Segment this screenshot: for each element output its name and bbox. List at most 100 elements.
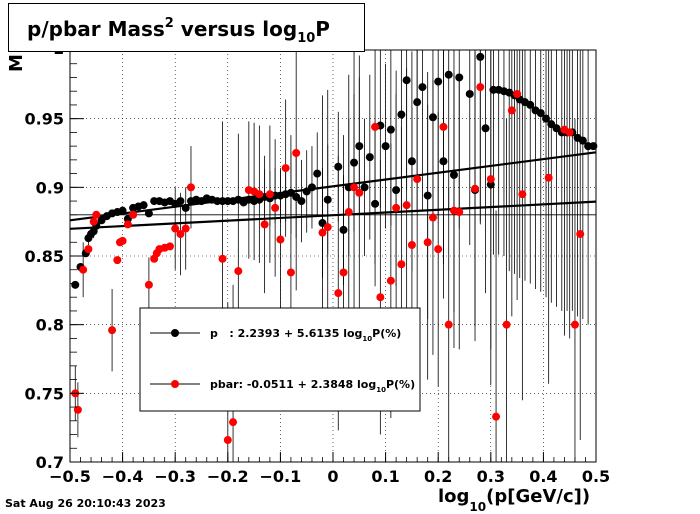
data-point-p <box>542 114 551 123</box>
xlabel-post: (p[GeV/c]) <box>486 486 591 507</box>
legend-p-marker <box>171 329 179 337</box>
data-point-p <box>350 158 359 167</box>
data-point-p <box>360 183 369 192</box>
data-point-p <box>413 98 422 107</box>
data-point-pbar <box>89 217 98 226</box>
data-point-p <box>371 199 380 208</box>
x-tick-label: 0.5 <box>582 467 610 486</box>
data-point-pbar <box>434 245 443 254</box>
data-point-pbar <box>129 210 138 219</box>
data-point-pbar <box>84 245 93 254</box>
data-point-pbar <box>502 320 511 329</box>
y-tick-label: 0.8 <box>36 316 64 335</box>
x-tick-label: −0.4 <box>102 467 144 486</box>
data-point-pbar <box>423 238 432 247</box>
data-point-p <box>402 76 411 85</box>
data-point-pbar <box>402 201 411 210</box>
data-point-pbar <box>118 236 127 245</box>
legend-p-sub: 10 <box>362 335 372 343</box>
data-point-p <box>297 197 306 206</box>
data-point-p <box>536 109 545 118</box>
data-point-pbar <box>229 418 238 427</box>
data-point-pbar <box>181 224 190 233</box>
data-point-pbar <box>281 164 290 173</box>
legend-pbar-sub: 10 <box>376 386 386 394</box>
data-point-pbar <box>92 210 101 219</box>
chart-title: p/pbar Mass2 versus log10P <box>27 16 330 46</box>
legend-pbar-post: P(%) <box>386 378 415 391</box>
data-point-pbar <box>471 184 480 193</box>
x-axis-label: log10(p[GeV/c]) <box>438 486 590 514</box>
data-point-pbar <box>371 122 380 131</box>
title-mid: versus log <box>173 17 298 41</box>
data-point-pbar <box>507 106 516 115</box>
data-point-pbar <box>476 83 485 92</box>
data-point-pbar <box>350 183 359 192</box>
x-tick-label: 0.2 <box>424 467 452 486</box>
fit-lines <box>69 151 597 230</box>
legend-pbar-marker <box>171 380 179 388</box>
data-point-p <box>434 77 443 86</box>
x-tick-label: 0.4 <box>529 467 557 486</box>
y-tick-label: 0.75 <box>25 384 64 403</box>
data-point-pbar <box>73 405 82 414</box>
data-point-p <box>465 89 474 98</box>
data-point-pbar <box>492 412 501 421</box>
data-point-p <box>439 157 448 166</box>
data-point-p <box>407 157 416 166</box>
data-point-pbar <box>318 228 327 237</box>
title-main: p/pbar Mass <box>27 17 165 41</box>
data-point-pbar <box>570 320 579 329</box>
data-point-p <box>355 142 364 151</box>
data-point-p <box>365 153 374 162</box>
legend-box <box>139 307 421 412</box>
title-sup: 2 <box>164 16 174 31</box>
data-point-p <box>392 186 401 195</box>
data-point-pbar <box>344 208 353 217</box>
legend-p-pre: p : 2.2393 + 5.6135 log <box>210 327 362 340</box>
data-point-p <box>313 169 322 178</box>
y-tick-label: 0.9 <box>36 178 64 197</box>
data-point-pbar <box>397 260 406 269</box>
data-point-pbar <box>144 280 153 289</box>
fit-line-p <box>69 151 597 222</box>
data-point-pbar <box>286 268 295 277</box>
x-tick-label: 0.3 <box>477 467 505 486</box>
data-point-pbar <box>576 230 585 239</box>
data-point-pbar <box>234 267 243 276</box>
legend-p-text: p : 2.2393 + 5.6135 log10P(%) <box>210 327 401 343</box>
fit-line-pbar <box>69 200 597 230</box>
data-point-p <box>181 203 190 212</box>
data-point-p <box>449 170 458 179</box>
data-point-pbar <box>186 183 195 192</box>
x-tick-label: −0.3 <box>154 467 196 486</box>
data-point-pbar <box>165 242 174 251</box>
x-tick-label: 0 <box>327 467 338 486</box>
data-point-p <box>381 142 390 151</box>
data-point-pbar <box>565 128 574 137</box>
legend-p-post: P(%) <box>372 327 401 340</box>
data-point-p <box>118 206 127 215</box>
data-point-pbar <box>376 293 385 302</box>
data-point-p <box>423 191 432 200</box>
data-point-p <box>176 197 185 206</box>
data-point-pbar <box>79 265 88 274</box>
x-tick-label: −0.5 <box>49 467 91 486</box>
xlabel-pre: log <box>438 486 470 507</box>
data-point-pbar <box>513 89 522 98</box>
data-point-p <box>476 52 485 61</box>
data-point-p <box>71 280 80 289</box>
y-tick-label: 0.85 <box>25 247 64 266</box>
data-point-p <box>334 162 343 171</box>
data-point-pbar <box>323 223 332 232</box>
data-point-pbar <box>223 436 232 445</box>
title-sub: 10 <box>297 31 316 46</box>
data-point-pbar <box>444 320 453 329</box>
data-point-p <box>486 180 495 189</box>
data-point-pbar <box>413 175 422 184</box>
title-end: P <box>315 17 330 41</box>
data-point-pbar <box>176 230 185 239</box>
data-point-pbar <box>265 190 274 199</box>
data-point-pbar <box>544 173 553 182</box>
